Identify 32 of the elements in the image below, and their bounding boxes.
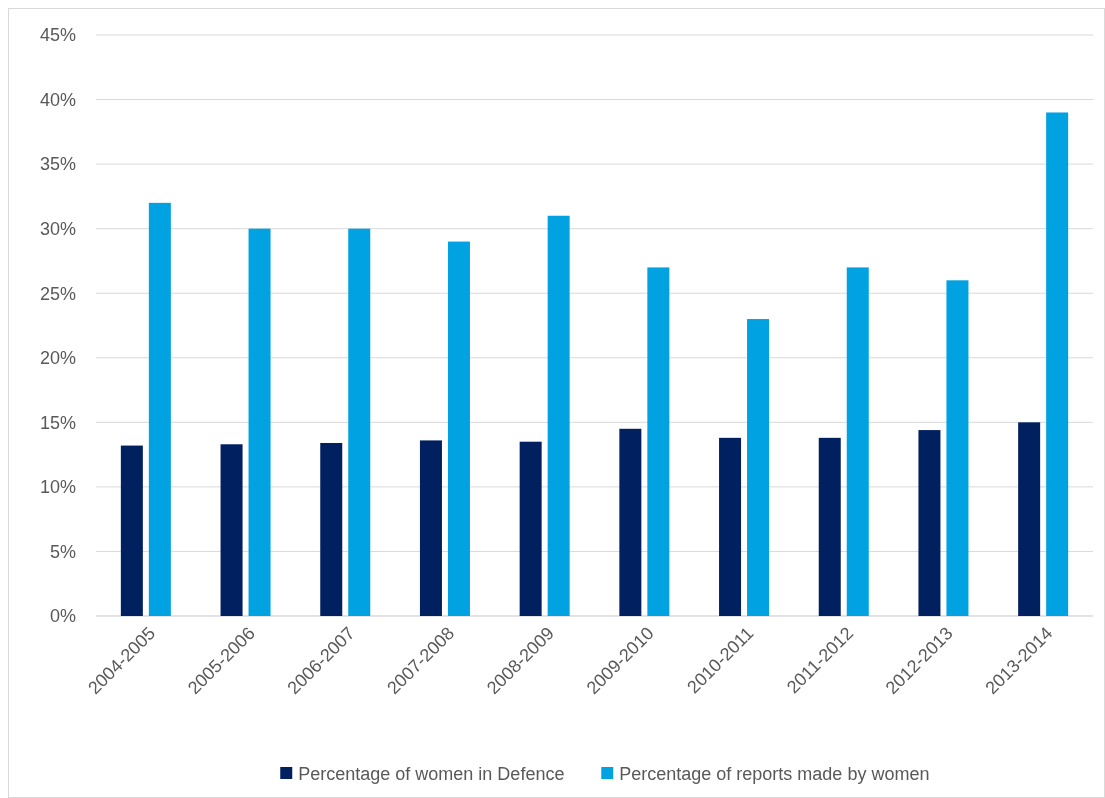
y-tick-label: 35% [39,154,76,175]
bar [719,437,742,616]
bar [1018,422,1041,616]
y-tick-label: 30% [39,218,76,239]
y-tick-label: 10% [39,477,76,498]
bar [348,228,371,616]
bar [818,437,841,616]
y-tick-label: 20% [39,348,76,369]
bar [447,241,470,616]
y-tick-label: 0% [49,606,76,627]
legend-label: Percentage of women in Defence [298,764,565,785]
bar [547,215,570,616]
y-tick-label: 40% [39,89,76,110]
bar [220,444,243,616]
bar [148,202,171,616]
bar [419,440,442,616]
bar [647,267,670,616]
bar [120,445,143,616]
y-tick-label: 15% [39,412,76,433]
y-tick-label: 45% [39,25,76,46]
y-tick-label: 5% [49,541,76,562]
bar [248,228,271,616]
bar [619,428,642,616]
bar [918,430,941,616]
bar [846,267,869,616]
bar [320,442,343,616]
bar [946,280,969,616]
legend-label: Percentage of reports made by women [619,764,930,785]
bar [1046,112,1069,616]
y-tick-label: 25% [39,283,76,304]
bar [519,441,542,616]
bar [747,319,770,616]
